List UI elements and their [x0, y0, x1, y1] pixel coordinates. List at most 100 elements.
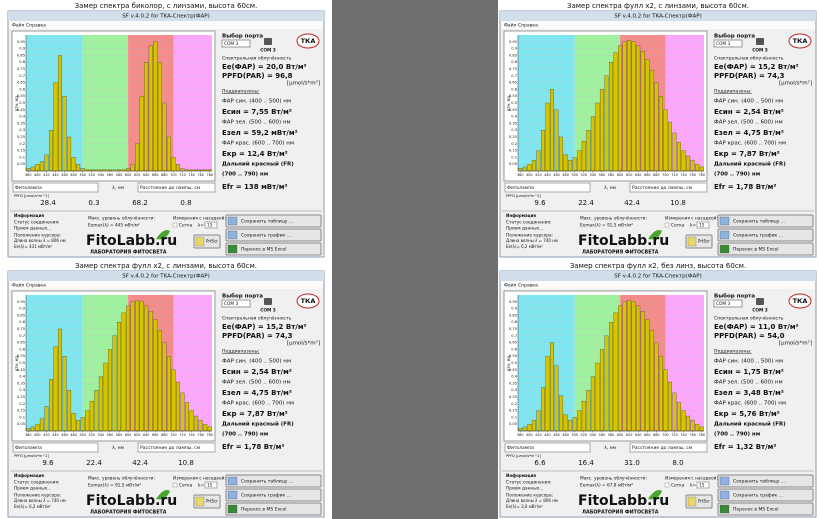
e-blue: Eсин = 2,54 Вт/м² [714, 108, 784, 116]
range-label: (700 .. 790) нм [222, 432, 269, 438]
ppfd-value: 9.6 [42, 459, 54, 467]
spectrum-bar [67, 390, 72, 432]
y-tick-label: 0.5 [19, 361, 25, 365]
y-tick-label: 0.1 [19, 155, 25, 159]
k-label: k= [198, 223, 204, 229]
y-axis-label: отн. ед. [14, 355, 19, 371]
y-axis-label: отн. ед. [506, 355, 511, 371]
range-label: Дальний красный (FR) [222, 161, 294, 168]
window-title: SF v.4.0.2 for TKA-Спектр(ФАР) [614, 274, 701, 280]
cursor-wavelength: Длина волны λ = 806 нм [14, 238, 66, 243]
x-tick-label: 520 [581, 173, 587, 177]
input[interactable] [696, 221, 710, 229]
e-green: Eзел = 4,75 Вт/м² [222, 389, 292, 397]
max-label: Макс. уровень облучённости: [88, 216, 155, 222]
x-tick-label: 440 [52, 173, 58, 177]
input[interactable] [204, 481, 218, 489]
icon [227, 490, 238, 500]
checkbox[interactable] [172, 222, 178, 228]
k-label: k= [690, 483, 696, 489]
attach-label: Измерения с насадкой: [173, 215, 226, 222]
menu-item: Справка [26, 23, 46, 29]
logo-leaf [156, 230, 170, 240]
spectrum-bar [76, 164, 81, 172]
y-tick-label: 0.55 [509, 94, 517, 98]
button-label: PrtScr [206, 499, 218, 504]
logo-leaf [648, 230, 662, 240]
x-tick-label: 520 [89, 173, 95, 177]
icon [719, 216, 730, 226]
button[interactable] [225, 488, 322, 502]
y-tick-label: 0.35 [509, 121, 517, 125]
x-tick-label: 760 [689, 173, 695, 177]
spectrum-bar [107, 349, 112, 432]
combo-box[interactable] [713, 39, 743, 48]
y-tick-label: 0.55 [509, 354, 517, 358]
combo-box[interactable] [713, 299, 743, 308]
port-value: COM 3 [224, 41, 238, 47]
button[interactable] [717, 242, 814, 256]
spectrum-bar [203, 424, 208, 432]
band [82, 35, 129, 171]
button-label: Сохранить таблицу ... [733, 479, 785, 485]
button[interactable] [717, 488, 814, 502]
y-tick-label: 0.15 [509, 149, 517, 153]
input [12, 182, 99, 193]
spectral-label: Спектральная облучённость [714, 56, 784, 62]
button[interactable] [225, 502, 322, 516]
menu-item: Справка [518, 23, 538, 29]
spectrum-bar [80, 417, 85, 432]
spectrum-bar [559, 136, 564, 172]
checkbox[interactable] [172, 482, 178, 488]
spectrum-bar [48, 130, 53, 172]
cursor-irradiance: Ee(λ)= 3,0 мВт/м² [506, 504, 543, 509]
spectrum-bar [631, 301, 636, 432]
input[interactable] [696, 481, 710, 489]
y-tick-label: 0.95 [17, 40, 25, 44]
x-tick-label: 620 [134, 173, 140, 177]
x-tick-label: 460 [553, 433, 559, 437]
combo-box[interactable] [221, 299, 251, 308]
x-tick-label: 560 [107, 433, 113, 437]
input[interactable] [204, 221, 218, 229]
logo: FitoLabb.ru [578, 493, 669, 509]
title-bar [500, 11, 816, 21]
e-blue: Eсин = 2,54 Вт/м² [222, 368, 292, 376]
title-bar [8, 271, 324, 281]
icon [195, 236, 205, 247]
x-tick-label: 480 [70, 173, 76, 177]
button[interactable] [717, 214, 814, 228]
spectrum-bar [540, 130, 545, 172]
spectrum-bar [153, 41, 158, 172]
button[interactable] [225, 228, 322, 242]
checkbox[interactable] [664, 482, 670, 488]
x-tick-label: 580 [608, 433, 614, 437]
tka-logo-text: ТКА [301, 37, 316, 45]
button[interactable] [225, 242, 322, 256]
spectrum-bar [53, 82, 58, 172]
port-icon [756, 298, 764, 305]
checkbox[interactable] [664, 222, 670, 228]
y-tick-label: 0.05 [17, 422, 25, 426]
button[interactable] [717, 502, 814, 516]
x-tick-label: 780 [698, 173, 704, 177]
spectrum-bar [640, 311, 645, 432]
x-tick-label: 460 [553, 173, 559, 177]
spectrum-bar [527, 164, 532, 172]
spectrum-bar [604, 335, 609, 432]
button[interactable] [225, 214, 322, 228]
caption: Замер спектра биколор, с линзами, высота… [75, 2, 258, 10]
button-label: Сохранить таблицу ... [241, 219, 293, 225]
button[interactable] [717, 228, 814, 242]
spectrum-bar [85, 410, 90, 432]
button[interactable] [717, 474, 814, 488]
combo-box[interactable] [221, 39, 251, 48]
menu-bar [9, 21, 323, 29]
x-tick-label: 380 [25, 433, 31, 437]
e-red: Eкр = 12,4 Вт/м² [222, 150, 288, 158]
x-tick-label: 660 [644, 433, 650, 437]
x-tick-label: 400 [34, 173, 40, 177]
button[interactable] [225, 474, 322, 488]
e-fr: Efr = 1,32 Вт/м² [714, 443, 776, 451]
spectrum-bar [590, 376, 595, 432]
